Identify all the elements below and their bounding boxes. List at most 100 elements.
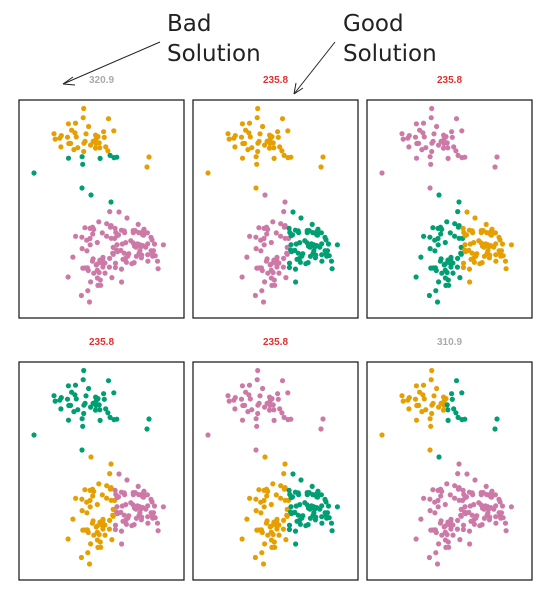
scatter-point: [107, 209, 113, 215]
scatter-point: [292, 528, 299, 534]
scatter-point: [149, 499, 155, 505]
scatter-point: [258, 248, 264, 254]
scatter-point: [455, 152, 461, 158]
scatter-point: [427, 185, 433, 191]
scatter-point: [488, 243, 494, 249]
scatter-point: [102, 522, 108, 528]
scatter-point: [453, 410, 459, 416]
scatter-point: [271, 539, 277, 545]
scatter-point: [115, 249, 121, 255]
scatter-point: [140, 232, 147, 238]
scatter-point: [118, 528, 125, 534]
scatter-point: [66, 140, 72, 147]
scatter-point: [421, 134, 427, 140]
scatter-point: [119, 503, 125, 509]
scatter-point: [440, 145, 447, 151]
scatter-point: [81, 402, 87, 408]
scatter-point: [256, 487, 262, 493]
scatter-point: [80, 423, 86, 429]
scatter-point: [269, 134, 275, 140]
scatter-point: [488, 494, 495, 500]
scatter-point: [58, 144, 64, 150]
bad-arrow: [62, 41, 161, 85]
scatter-point: [420, 382, 427, 388]
scatter-point: [256, 225, 262, 231]
scatter-point: [80, 161, 86, 167]
scatter-point: [245, 147, 251, 153]
scatter-point: [239, 536, 245, 542]
scatter-point: [449, 391, 455, 397]
scatter-point: [255, 140, 261, 146]
scatter-point: [240, 402, 246, 409]
scatter-point: [405, 135, 411, 141]
scatter-point: [486, 255, 492, 261]
scatter-point: [280, 264, 286, 270]
scatter-point: [105, 116, 112, 122]
scatter-point: [492, 164, 498, 170]
scatter-point: [286, 264, 292, 271]
scatter-point: [295, 512, 301, 518]
scatter-point: [459, 390, 465, 396]
scatter-point: [460, 264, 466, 271]
scatter-point: [418, 516, 424, 522]
scatter-point: [435, 504, 441, 510]
scatter-point: [442, 523, 448, 529]
scatter-point: [428, 377, 434, 383]
scatter-point: [436, 142, 442, 148]
scatter-point: [79, 447, 85, 453]
scatter-point: [282, 199, 288, 205]
scatter-point: [155, 266, 161, 272]
scatter-point: [445, 145, 451, 151]
scatter-point: [151, 241, 158, 247]
scatter-point: [268, 523, 274, 529]
scatter-point: [274, 526, 280, 532]
scatter-point: [144, 492, 150, 498]
scatter-point: [329, 266, 335, 272]
scatter-point: [255, 148, 261, 155]
scatter-point: [498, 248, 505, 254]
scatter-point: [262, 279, 268, 285]
scatter-point: [442, 261, 448, 267]
scatter-point: [508, 504, 514, 510]
scatter-point: [283, 275, 289, 281]
scatter-point: [112, 225, 118, 231]
scatter-point: [108, 461, 114, 467]
scatter-point: [226, 398, 232, 404]
scatter-point: [436, 454, 442, 460]
scatter-point: [65, 155, 72, 161]
scatter-point: [306, 490, 312, 496]
scatter-point: [101, 129, 107, 135]
scatter-point: [123, 521, 129, 527]
scatter-panel-4: 235.8: [18, 337, 185, 581]
scatter-point: [277, 144, 283, 150]
scatter-point: [64, 134, 71, 140]
scatter-point: [485, 510, 491, 516]
scatter-point: [135, 483, 141, 489]
scatter-point: [119, 541, 125, 547]
scatter-point: [311, 510, 317, 516]
scatter-point: [261, 497, 267, 504]
scatter-point: [262, 454, 268, 460]
scatter-point: [78, 292, 84, 299]
scatter-point: [319, 514, 325, 520]
scatter-point: [225, 393, 231, 399]
scatter-point: [87, 504, 93, 510]
scatter-point: [231, 135, 237, 141]
scatter-point: [247, 495, 253, 501]
scatter-point: [436, 192, 442, 198]
scatter-point: [144, 230, 150, 236]
scatter-point: [81, 410, 87, 417]
scatter-point: [134, 503, 141, 509]
scatter-point: [481, 515, 487, 521]
scatter-point: [124, 215, 130, 221]
scatter-point: [467, 279, 473, 285]
scatter-point: [443, 282, 449, 288]
scatter-point: [243, 127, 249, 133]
scatter-point: [253, 447, 259, 453]
scatter-point: [96, 140, 102, 146]
scatter-point: [286, 526, 292, 533]
scatter-point: [103, 406, 109, 412]
scatter-point: [481, 253, 487, 259]
scatter-point: [96, 402, 102, 408]
scatter-point: [94, 239, 100, 246]
